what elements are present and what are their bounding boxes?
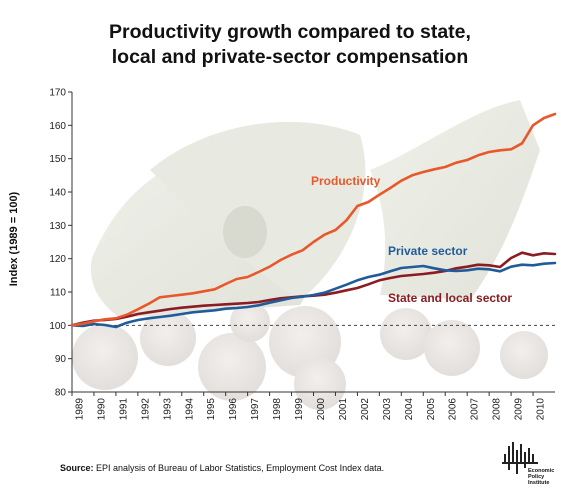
x-tick-label: 2000 (316, 398, 327, 421)
chart-title-line1: Productivity growth compared to state, (109, 21, 471, 43)
y-tick-label: 170 (49, 88, 66, 99)
x-tick-label: 1998 (272, 398, 283, 421)
chart-title: Productivity growth compared to state, l… (0, 20, 580, 70)
y-tick-label: 150 (49, 154, 66, 165)
y-tick-label: 120 (49, 254, 66, 265)
logo-line2: Policy (528, 474, 545, 480)
x-tick-label: 1990 (96, 398, 107, 421)
logo-line3: Institute (528, 480, 550, 486)
annotations-group: Productivity Private sector State and loca… (311, 174, 512, 305)
y-tick-label: 160 (49, 121, 66, 132)
series-annotation: State and local sector (388, 291, 512, 305)
coin (72, 324, 138, 390)
x-tick-label: 1994 (184, 398, 195, 421)
x-tick-label: 1991 (118, 398, 129, 421)
x-tick-label: 2008 (492, 398, 503, 421)
x-tick-label: 1992 (140, 398, 151, 421)
x-tick-label: 2007 (470, 398, 481, 421)
x-tick-label: 2002 (360, 398, 371, 421)
x-tick-label: 2005 (426, 398, 437, 421)
x-tick-label: 1993 (162, 398, 173, 421)
epi-logo-text: Economic Policy Institute (528, 468, 554, 486)
dollar-portrait (223, 206, 267, 258)
coin (198, 333, 266, 401)
x-tick-label: 1995 (206, 398, 217, 421)
source-label: Source: (60, 463, 94, 473)
source-text: EPI analysis of Bureau of Labor Statisti… (96, 463, 385, 473)
series-annotation: Private sector (388, 244, 468, 258)
series-annotation: Productivity (311, 174, 381, 188)
y-tick-label: 80 (55, 388, 67, 399)
y-tick-label: 140 (49, 188, 66, 199)
source-note: Source: EPI analysis of Bureau of Labor … (60, 463, 384, 473)
x-tick-label: 2001 (338, 398, 349, 421)
coin (294, 358, 346, 410)
coin (140, 310, 196, 366)
coin (380, 308, 432, 360)
y-tick-label: 110 (50, 288, 66, 299)
x-tick-label: 1997 (250, 398, 261, 421)
coin (424, 320, 480, 376)
chart-title-line2: local and private-sector compensation (111, 46, 469, 68)
x-tick-label: 2010 (536, 398, 547, 421)
x-tick-label: 1996 (228, 398, 239, 421)
series-line-productivity (70, 112, 557, 327)
x-tick-label: 2006 (448, 398, 459, 421)
background-money-illustration (72, 100, 548, 410)
y-tick-label: 130 (49, 221, 66, 232)
x-tick-label: 2009 (514, 398, 525, 421)
x-tick-label: 2004 (404, 398, 415, 421)
chart-axes: 80 90 100 110 120 130 140 150 160 170 1989 1990 1991… (49, 88, 555, 421)
series-group (70, 112, 557, 329)
epi-logo-icon (502, 442, 538, 474)
logo-line1: Economic (528, 468, 555, 474)
y-tick-label: 90 (55, 354, 67, 365)
x-tick-label: 2003 (382, 398, 393, 421)
series-line-private-sector (70, 261, 557, 329)
x-tick-label: 1989 (75, 398, 86, 421)
y-tick-label: 100 (49, 321, 66, 332)
x-tick-label: 1999 (294, 398, 305, 421)
coin (500, 331, 548, 379)
coin (230, 302, 270, 342)
